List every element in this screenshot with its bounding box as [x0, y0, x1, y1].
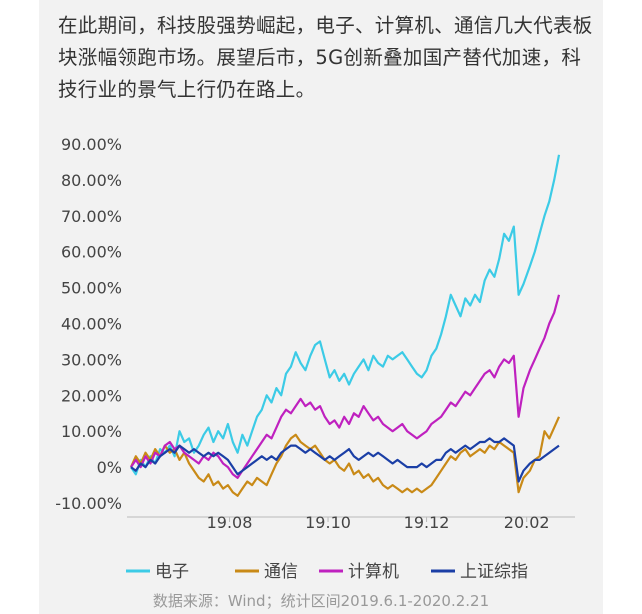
y-tick-label: 40.00%	[61, 315, 122, 334]
x-tick-label: 19.12	[404, 513, 450, 532]
source-note: 数据来源：Wind；统计区间2019.6.1-2020.2.21	[152, 592, 490, 610]
y-tick-label: -10.00%	[55, 494, 122, 513]
legend-label: 计算机	[348, 562, 399, 582]
series-line-0	[130, 154, 561, 476]
legend-label: 上证综指	[460, 562, 528, 582]
legend-label: 通信	[264, 562, 298, 582]
y-tick-label: 70.00%	[61, 207, 122, 226]
y-tick-label: 80.00%	[61, 171, 122, 190]
x-tick-label: 19.08	[207, 513, 253, 532]
legend-label: 电子	[155, 562, 189, 582]
x-tick-label: 19.10	[305, 513, 351, 532]
y-tick-label: 60.00%	[61, 243, 122, 262]
y-tick-label: 0%	[97, 458, 122, 477]
series-line-3	[130, 437, 560, 483]
series-line-2	[130, 294, 561, 479]
y-tick-label: 30.00%	[61, 350, 122, 369]
intro-paragraph: 在此期间，科技股强势崛起，电子、计算机、通信几大代表板块涨幅领跑市场。展望后市，…	[58, 14, 593, 101]
y-tick-label: 90.00%	[61, 135, 122, 154]
content-card	[39, 0, 603, 614]
y-tick-label: 50.00%	[61, 279, 122, 298]
series-line-1	[129, 416, 561, 497]
y-tick-label: 20.00%	[61, 386, 122, 405]
x-tick-label: 20.02	[504, 513, 550, 532]
y-tick-label: 10.00%	[61, 422, 122, 441]
